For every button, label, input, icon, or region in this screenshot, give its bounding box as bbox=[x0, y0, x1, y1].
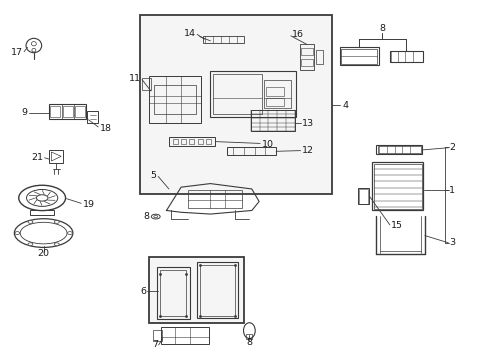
Ellipse shape bbox=[31, 41, 36, 46]
Ellipse shape bbox=[26, 189, 58, 206]
Bar bbox=[149, 257, 244, 323]
Text: 7: 7 bbox=[151, 341, 158, 350]
Bar bbox=[160, 327, 209, 344]
Bar bbox=[212, 74, 261, 114]
Ellipse shape bbox=[67, 231, 72, 234]
Ellipse shape bbox=[243, 323, 255, 338]
Bar bbox=[371, 162, 423, 211]
Bar bbox=[30, 211, 54, 215]
Text: 16: 16 bbox=[292, 30, 304, 39]
Text: 1: 1 bbox=[448, 185, 454, 194]
Text: 6: 6 bbox=[140, 287, 146, 296]
Ellipse shape bbox=[54, 220, 59, 223]
Ellipse shape bbox=[28, 243, 33, 246]
Ellipse shape bbox=[19, 185, 65, 211]
Text: 8: 8 bbox=[379, 24, 385, 33]
Text: 4: 4 bbox=[341, 101, 347, 110]
Bar bbox=[154, 85, 195, 114]
Bar bbox=[315, 50, 323, 64]
Bar bbox=[196, 262, 238, 318]
Bar bbox=[49, 150, 63, 163]
Bar bbox=[172, 139, 177, 144]
Bar bbox=[250, 111, 294, 131]
Bar bbox=[264, 80, 290, 108]
Ellipse shape bbox=[154, 216, 158, 218]
Bar bbox=[377, 146, 420, 153]
Bar bbox=[87, 111, 98, 123]
Text: 3: 3 bbox=[448, 238, 454, 247]
Ellipse shape bbox=[151, 214, 160, 219]
Bar bbox=[168, 137, 215, 146]
Text: 8: 8 bbox=[246, 338, 252, 347]
Bar bbox=[203, 36, 244, 43]
Bar bbox=[357, 188, 368, 204]
Text: 8: 8 bbox=[143, 212, 149, 221]
Ellipse shape bbox=[54, 243, 59, 246]
Bar bbox=[246, 334, 252, 338]
Text: 10: 10 bbox=[261, 140, 273, 149]
Text: 19: 19 bbox=[82, 200, 94, 209]
Bar bbox=[210, 71, 295, 117]
Text: 11: 11 bbox=[129, 75, 141, 84]
Bar bbox=[266, 87, 283, 96]
Text: 13: 13 bbox=[302, 119, 313, 128]
Ellipse shape bbox=[26, 39, 41, 53]
Ellipse shape bbox=[36, 195, 48, 201]
Bar bbox=[142, 78, 151, 90]
Text: 17: 17 bbox=[11, 48, 22, 57]
Bar bbox=[181, 139, 185, 144]
Bar bbox=[157, 267, 189, 319]
Bar bbox=[299, 44, 314, 69]
Bar bbox=[339, 47, 378, 65]
Text: 2: 2 bbox=[448, 143, 454, 152]
Bar bbox=[75, 106, 85, 117]
Bar bbox=[301, 59, 312, 66]
Bar bbox=[358, 189, 367, 204]
Ellipse shape bbox=[15, 231, 20, 234]
Bar bbox=[50, 106, 60, 117]
Bar bbox=[375, 145, 422, 154]
Bar bbox=[389, 51, 422, 62]
Bar bbox=[188, 190, 242, 208]
Bar bbox=[199, 265, 235, 316]
Bar bbox=[189, 139, 194, 144]
Text: 9: 9 bbox=[21, 108, 27, 117]
Text: 15: 15 bbox=[390, 221, 402, 230]
Text: 18: 18 bbox=[100, 123, 111, 132]
Bar bbox=[197, 139, 202, 144]
Bar bbox=[301, 48, 312, 55]
Bar bbox=[205, 139, 210, 144]
Bar bbox=[227, 147, 276, 155]
Bar bbox=[153, 330, 162, 341]
Text: 14: 14 bbox=[183, 29, 195, 38]
Text: 21: 21 bbox=[32, 153, 43, 162]
Bar bbox=[266, 98, 283, 107]
Ellipse shape bbox=[32, 48, 36, 52]
Ellipse shape bbox=[28, 220, 33, 223]
Text: 5: 5 bbox=[150, 171, 157, 180]
Bar bbox=[49, 104, 86, 119]
Text: 12: 12 bbox=[302, 146, 313, 155]
Bar bbox=[149, 76, 200, 123]
Bar bbox=[63, 106, 73, 117]
Text: 20: 20 bbox=[38, 249, 49, 258]
Bar bbox=[373, 163, 421, 209]
Bar bbox=[140, 15, 331, 194]
Bar bbox=[340, 49, 376, 64]
Bar bbox=[159, 270, 186, 316]
